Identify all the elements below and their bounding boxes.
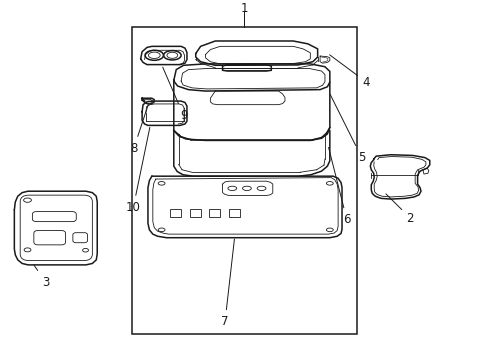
Text: 4: 4 <box>329 55 369 89</box>
Text: 5: 5 <box>329 94 365 164</box>
Text: 1: 1 <box>240 2 248 15</box>
Bar <box>170 209 181 217</box>
Bar <box>132 27 356 334</box>
Text: 2: 2 <box>385 194 413 225</box>
Text: 8: 8 <box>130 104 148 155</box>
Text: 3: 3 <box>34 265 49 289</box>
Bar <box>228 209 239 217</box>
Text: 9: 9 <box>163 67 187 122</box>
Bar <box>189 209 200 217</box>
Bar <box>209 209 220 217</box>
Text: 10: 10 <box>125 127 149 214</box>
Text: 6: 6 <box>328 147 350 226</box>
Text: 7: 7 <box>221 239 234 328</box>
